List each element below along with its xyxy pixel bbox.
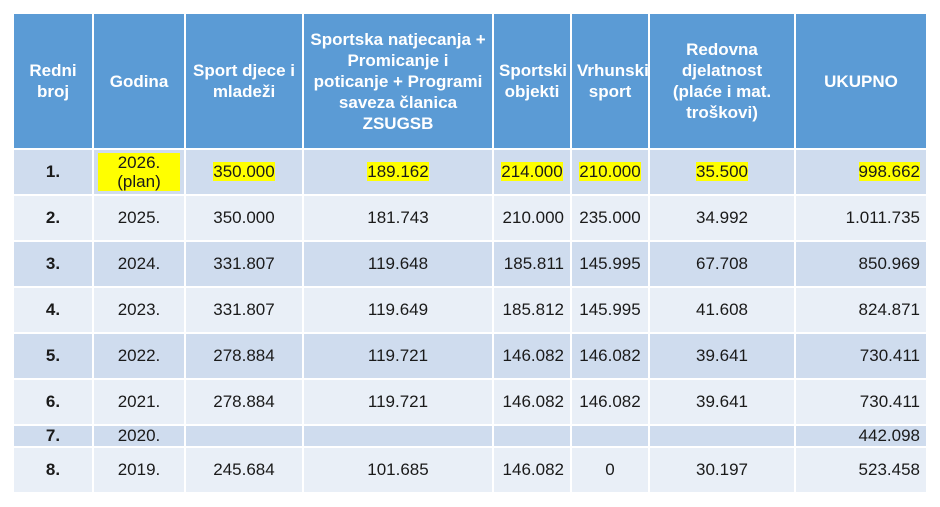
row-year: 2024. — [94, 242, 186, 288]
header-year: Godina — [94, 14, 186, 150]
row-index: 6. — [14, 380, 94, 426]
row-regular: 39.641 — [650, 334, 796, 380]
row-youth: 350.000 — [186, 150, 304, 196]
row-index: 2. — [14, 196, 94, 242]
row-youth: 278.884 — [186, 334, 304, 380]
table-row: 6. 2021. 278.884 119.721 146.082 146.082… — [14, 380, 926, 426]
row-elite: 146.082 — [572, 380, 650, 426]
row-competitions: 119.649 — [304, 288, 494, 334]
row-regular: 30.197 — [650, 448, 796, 494]
row-competitions — [304, 426, 494, 448]
row-elite-value: 210.000 — [579, 162, 641, 181]
table-row: 1. 2026. (plan) 350.000 189.162 214.000 … — [14, 150, 926, 196]
row-facilities: 146.082 — [494, 380, 572, 426]
header-row: Redni broj Godina Sport djece i mladeži … — [14, 14, 926, 150]
row-competitions: 119.721 — [304, 334, 494, 380]
header-facilities: Sportski objekti — [494, 14, 572, 150]
row-total: 850.969 — [796, 242, 926, 288]
header-regular-activity: Redovna djelatnost (plaće i mat. troškov… — [650, 14, 796, 150]
row-regular: 39.641 — [650, 380, 796, 426]
row-regular — [650, 426, 796, 448]
row-regular: 67.708 — [650, 242, 796, 288]
table-row: 4. 2023. 331.807 119.649 185.812 145.995… — [14, 288, 926, 334]
row-total: 998.662 — [796, 150, 926, 196]
row-competitions: 189.162 — [304, 150, 494, 196]
row-year: 2022. — [94, 334, 186, 380]
table-row: 3. 2024. 331.807 119.648 185.811 145.995… — [14, 242, 926, 288]
row-youth — [186, 426, 304, 448]
row-elite: 145.995 — [572, 288, 650, 334]
row-total-value: 998.662 — [858, 162, 920, 181]
budget-table: Redni broj Godina Sport djece i mladeži … — [14, 14, 926, 494]
row-year: 2026. (plan) — [94, 150, 186, 196]
row-index: 4. — [14, 288, 94, 334]
row-regular: 35.500 — [650, 150, 796, 196]
row-facilities: 146.082 — [494, 334, 572, 380]
row-total: 1.011.735 — [796, 196, 926, 242]
row-total: 523.458 — [796, 448, 926, 494]
row-competitions-value: 189.162 — [367, 162, 429, 181]
row-facilities: 214.000 — [494, 150, 572, 196]
row-year: 2025. — [94, 196, 186, 242]
row-competitions: 119.648 — [304, 242, 494, 288]
row-year-value: 2026. (plan) — [98, 152, 180, 191]
row-youth: 278.884 — [186, 380, 304, 426]
row-index: 7. — [14, 426, 94, 448]
row-total: 730.411 — [796, 380, 926, 426]
row-competitions: 119.721 — [304, 380, 494, 426]
row-youth-value: 350.000 — [213, 162, 275, 181]
row-index: 5. — [14, 334, 94, 380]
row-elite: 235.000 — [572, 196, 650, 242]
row-youth: 350.000 — [186, 196, 304, 242]
header-total: UKUPNO — [796, 14, 926, 150]
header-elite-sport: Vrhunski sport — [572, 14, 650, 150]
row-elite: 145.995 — [572, 242, 650, 288]
row-facilities: 185.811 — [494, 242, 572, 288]
row-regular: 34.992 — [650, 196, 796, 242]
header-competitions: Sportska natjecanja + Promicanje i potic… — [304, 14, 494, 150]
row-facilities: 210.000 — [494, 196, 572, 242]
row-index: 3. — [14, 242, 94, 288]
row-year: 2021. — [94, 380, 186, 426]
table-row: 2. 2025. 350.000 181.743 210.000 235.000… — [14, 196, 926, 242]
header-index: Redni broj — [14, 14, 94, 150]
row-elite: 146.082 — [572, 334, 650, 380]
row-competitions: 101.685 — [304, 448, 494, 494]
row-facilities: 185.812 — [494, 288, 572, 334]
row-elite: 0 — [572, 448, 650, 494]
row-year: 2023. — [94, 288, 186, 334]
row-index: 1. — [14, 150, 94, 196]
table-row: 7. 2020. 442.098 — [14, 426, 926, 448]
row-youth: 245.684 — [186, 448, 304, 494]
row-youth: 331.807 — [186, 242, 304, 288]
row-total: 442.098 — [796, 426, 926, 448]
row-regular-value: 35.500 — [696, 162, 748, 181]
row-total: 730.411 — [796, 334, 926, 380]
row-year: 2020. — [94, 426, 186, 448]
row-facilities-value: 214.000 — [501, 162, 563, 181]
row-index: 8. — [14, 448, 94, 494]
row-total: 824.871 — [796, 288, 926, 334]
row-youth: 331.807 — [186, 288, 304, 334]
row-elite — [572, 426, 650, 448]
row-elite: 210.000 — [572, 150, 650, 196]
row-year: 2019. — [94, 448, 186, 494]
table-row: 8. 2019. 245.684 101.685 146.082 0 30.19… — [14, 448, 926, 494]
header-youth-sport: Sport djece i mladeži — [186, 14, 304, 150]
row-regular: 41.608 — [650, 288, 796, 334]
table-row: 5. 2022. 278.884 119.721 146.082 146.082… — [14, 334, 926, 380]
row-facilities: 146.082 — [494, 448, 572, 494]
row-facilities — [494, 426, 572, 448]
row-competitions: 181.743 — [304, 196, 494, 242]
